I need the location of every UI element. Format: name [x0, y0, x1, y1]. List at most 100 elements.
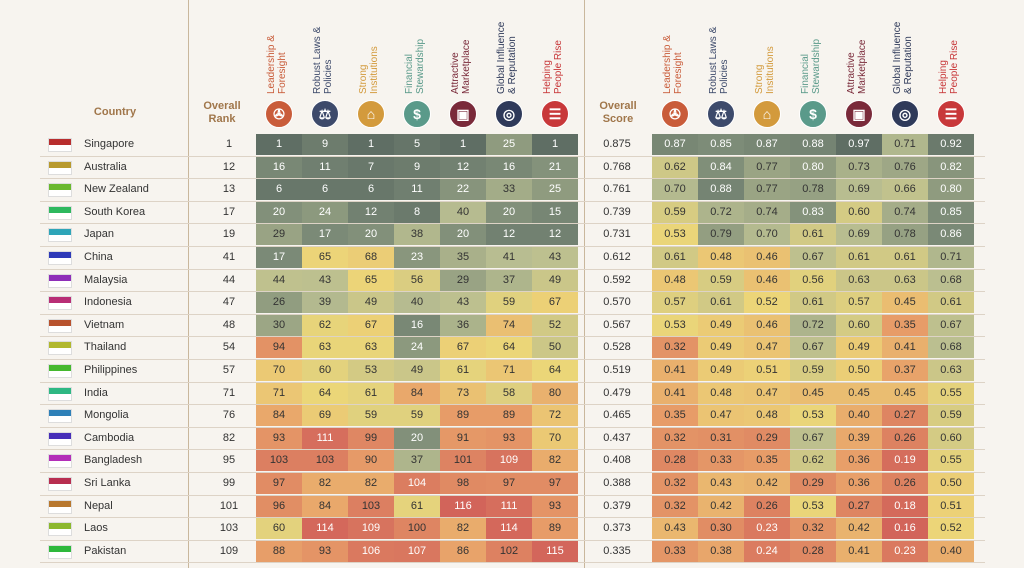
pillar-rank-cell: 60 [302, 360, 348, 381]
country-name: Cambodia [84, 431, 135, 444]
pillar-rank-cell: 26 [256, 292, 302, 314]
pillar-score-cell: 0.28 [652, 450, 698, 472]
pillar-rank-cell: 93 [532, 495, 578, 517]
pillar-rank-cell: 72 [532, 405, 578, 427]
row-separator [40, 426, 985, 428]
pillar-rank-cell: 15 [532, 201, 578, 223]
institution-icon: ⌂ [357, 100, 385, 128]
pillar-rank-cell: 103 [256, 450, 302, 472]
pillar-score-cell: 0.72 [698, 201, 744, 223]
overall-score-value: 0.761 [603, 183, 631, 196]
row-separator [40, 517, 985, 519]
pillar-score-cell: 0.86 [928, 224, 974, 246]
pillar-rank-cell: 103 [302, 450, 348, 472]
pillar-rank-cell: 65 [302, 247, 348, 268]
overall-score-header: Overall Score [578, 100, 658, 126]
pillar-rank-cell: 38 [394, 224, 440, 246]
pillar-rank-cell: 114 [302, 518, 348, 540]
pillar-rank-cell: 104 [394, 473, 440, 494]
pillar-score-cell: 0.62 [652, 156, 698, 178]
pillar-score-cell: 0.47 [744, 337, 790, 359]
pillar-label-line: Global Influence [892, 21, 903, 94]
pillar-label-line: Financial [404, 53, 415, 94]
table-row: Singapore 1 0.875 [40, 134, 1024, 156]
overall-rank-value: 41 [222, 251, 236, 263]
overall-score-value: 0.731 [603, 228, 631, 241]
table-row: Japan 19 0.731 [40, 224, 1024, 246]
pillar-rank-cell: 82 [440, 518, 486, 540]
pillar-score-cell: 0.23 [744, 518, 790, 540]
pillar-score-cell: 0.72 [790, 314, 836, 336]
pillar-label: Robust Laws & Policies [312, 27, 334, 94]
pillar-rank-cell: 60 [256, 518, 302, 540]
pillar-score-cell: 0.87 [744, 134, 790, 155]
pillar-score-cell: 0.59 [928, 405, 974, 427]
pillar-rank-cell: 98 [440, 473, 486, 494]
pillar-rank-cell: 53 [348, 360, 394, 381]
pillar-score-cell: 0.67 [790, 427, 836, 449]
flag-icon [48, 273, 72, 288]
pillar-score-cell: 0.84 [698, 156, 744, 178]
pillar-score-cell: 0.53 [790, 495, 836, 517]
pillar-score-cell: 0.62 [790, 450, 836, 472]
pillar-score-cell: 0.48 [652, 269, 698, 291]
pillar-score-cell: 0.61 [652, 247, 698, 268]
pillar-rank-cell: 103 [348, 495, 394, 517]
pillar-rank-cell: 111 [486, 495, 532, 517]
table-row: China 41 0.612 [40, 247, 1024, 269]
pillar-rank-cell: 29 [256, 224, 302, 246]
pillar-score-cell: 0.51 [928, 495, 974, 517]
overall-rank-value: 48 [222, 318, 236, 331]
overall-score-value: 0.519 [603, 364, 631, 376]
pillar-score-cell: 0.61 [698, 292, 744, 314]
pillar-rank-cell: 7 [348, 156, 394, 178]
pillar-score-cell: 0.82 [928, 156, 974, 178]
pillar-score-cell: 0.60 [836, 201, 882, 223]
country-name: Thailand [84, 341, 127, 354]
pillar-rank-cell: 84 [394, 382, 440, 404]
row-separator [40, 178, 985, 180]
pillar-rank-cell: 109 [348, 518, 394, 540]
pillar-label-line: Institutions [765, 46, 776, 94]
pillar-score-cell: 0.57 [652, 292, 698, 314]
overall-rank-value: 101 [219, 499, 239, 512]
pillar-label-line: Leadership & [266, 35, 277, 94]
pillar-rank-cell: 84 [256, 405, 302, 427]
row-separator [40, 539, 985, 541]
pillar-label-line: People Rise [949, 40, 960, 94]
pillar-rank-cell: 39 [302, 292, 348, 314]
pillar-score-cell: 0.69 [836, 179, 882, 201]
pillar-rank-cell: 73 [440, 382, 486, 404]
row-separator [40, 336, 985, 338]
pillar-label-line: Attractive [846, 52, 857, 94]
pillar-rank-cell: 107 [394, 540, 440, 562]
row-separator [40, 471, 985, 473]
pillar-rank-cell: 86 [440, 540, 486, 562]
ladder-icon: ☰ [937, 100, 965, 128]
overall-rank-header-line2: Rank [208, 113, 236, 125]
pillar-score-cell: 0.78 [882, 224, 928, 246]
overall-score-value: 0.465 [603, 409, 631, 422]
country-name: India [84, 386, 108, 399]
pillar-rank-cell: 40 [394, 292, 440, 314]
row-separator [40, 223, 985, 225]
pillar-label-line: Robust Laws & [312, 26, 323, 94]
pillar-score-cell: 0.24 [744, 540, 790, 562]
flag-icon [48, 341, 72, 356]
pillar-score-cell: 0.29 [744, 427, 790, 449]
overall-rank-value: 76 [222, 409, 236, 422]
overall-rank-value: 71 [222, 386, 236, 399]
pillar-score-cell: 0.59 [790, 360, 836, 381]
pillar-score-cell: 0.41 [836, 540, 882, 562]
pillar-score-cell: 0.61 [790, 224, 836, 246]
pillar-score-cell: 0.59 [652, 201, 698, 223]
overall-rank-value: 82 [222, 431, 236, 444]
pillar-rank-cell: 74 [486, 314, 532, 336]
flag-icon [48, 228, 72, 243]
pillar-score-cell: 0.73 [836, 156, 882, 178]
pillar-rank-cell: 93 [486, 427, 532, 449]
pillar-score-cell: 0.41 [652, 360, 698, 381]
pillar-label-line: Policies [323, 59, 334, 94]
pillar-score-cell: 0.57 [836, 292, 882, 314]
pillar-score-cell: 0.32 [652, 473, 698, 494]
